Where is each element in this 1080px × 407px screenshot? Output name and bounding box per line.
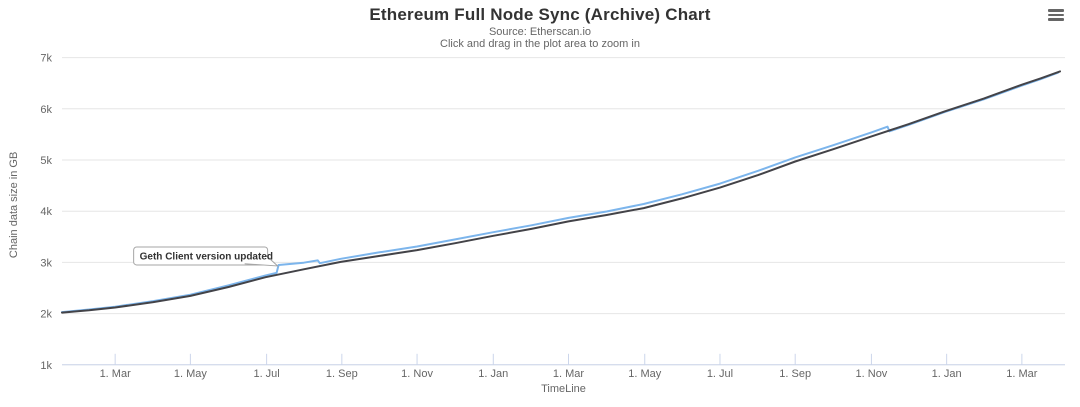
x-axis-tick-label: 1. Jul [707,368,733,380]
x-axis-tick-label: 1. May [628,368,662,380]
y-axis-tick-label: 2k [40,309,52,321]
x-axis-tick-label: 1. Sep [326,368,358,380]
plot-drag-zoom-area[interactable] [62,45,1065,365]
x-axis-tick-label: 1. Jul [253,368,279,380]
y-axis-tick-label: 6k [40,104,52,116]
y-axis-tick-label: 1k [40,360,52,372]
annotation-pointer-outline [244,255,280,267]
annotation-label: Geth Client version updated [140,251,273,262]
x-axis-tick-label: 1. Jan [478,368,508,380]
y-axis-tick-label: 7k [40,53,52,65]
hamburger-menu-icon [1048,8,1064,23]
x-axis-tick-label: 1. Jan [932,368,962,380]
chart-title: Ethereum Full Node Sync (Archive) Chart [369,5,711,24]
x-axis-tick-label: 1. Nov [401,368,433,380]
x-axis-tick-label: 1. Mar [100,368,132,380]
y-axis-tick-label: 4k [40,206,52,218]
chart-subtitle-source: Source: Etherscan.io [488,26,592,38]
chart-context-menu-button[interactable] [1044,5,1068,25]
y-axis-title: Chain data size in GB [8,152,20,258]
y-axis-tick-label: 3k [40,257,52,269]
annotation-pointer-fill [244,255,278,266]
x-axis-tick-label: 1. Sep [779,368,811,380]
chain-size-dark-line [61,70,1061,314]
x-axis-tick-label: 1. Nov [856,368,888,380]
annotation-box [133,246,269,266]
x-axis-tick-label: 1. Mar [1006,368,1038,380]
x-axis-title: TimeLine [541,383,586,395]
y-axis-tick-label: 5k [40,155,52,167]
x-axis-tick-label: 1. May [174,368,208,380]
x-axis-tick-label: 1. Mar [553,368,585,380]
chart-subtitle-zoom-hint: Click and drag in the plot area to zoom … [440,38,640,50]
